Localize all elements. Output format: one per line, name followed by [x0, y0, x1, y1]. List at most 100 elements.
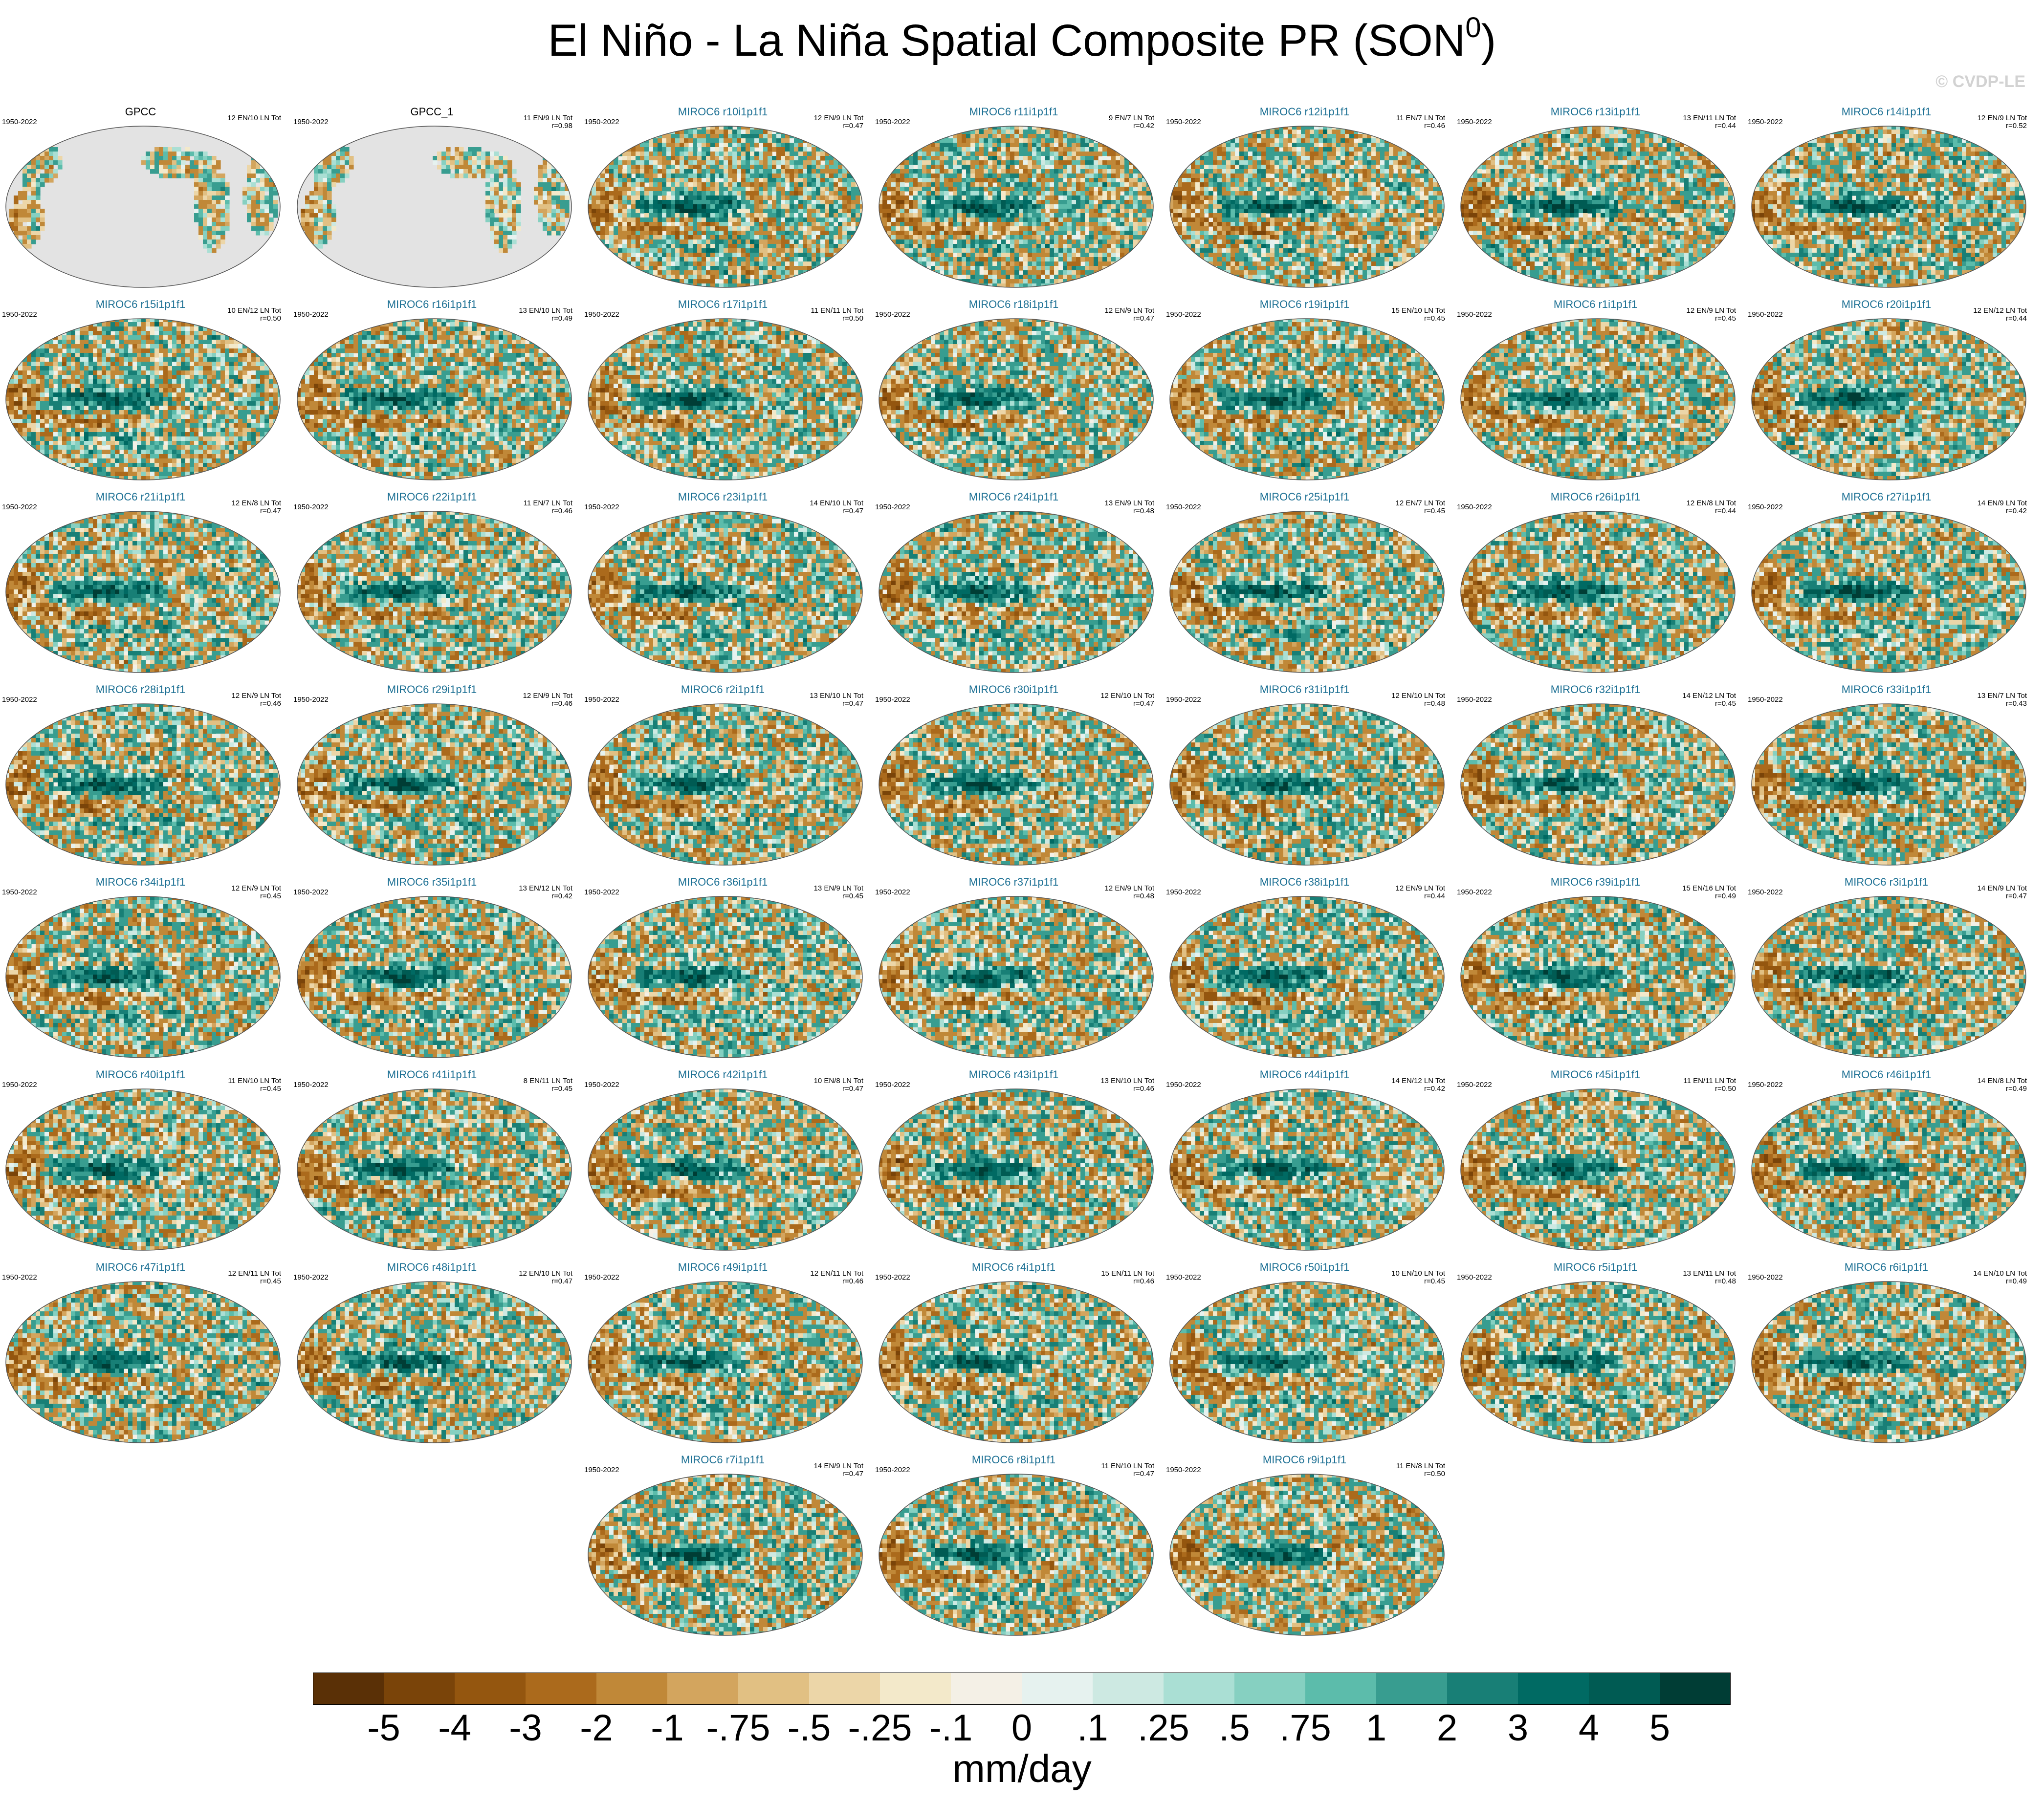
- map-cell: [1133, 226, 1138, 231]
- map-cell: [1138, 217, 1143, 222]
- map-cell: [878, 182, 883, 187]
- map-cell: [975, 187, 980, 192]
- map-cell: [627, 231, 632, 236]
- map-cell: [1036, 182, 1041, 187]
- map-cell: [834, 275, 838, 280]
- map-cell: [1006, 204, 1011, 209]
- map-cell: [785, 257, 790, 262]
- map-cell: [198, 222, 203, 227]
- map-cell: [860, 134, 863, 139]
- map-cell: [203, 178, 208, 183]
- map-cell: [825, 235, 830, 240]
- map-cell: [256, 169, 261, 174]
- map-cell: [1076, 196, 1081, 200]
- map-cell: [992, 169, 997, 174]
- map-cell: [1146, 130, 1151, 134]
- map-cell: [207, 226, 212, 231]
- map-cell: [507, 174, 512, 178]
- map-cell: [776, 283, 781, 288]
- map-cell: [785, 213, 790, 218]
- map-cell: [172, 160, 177, 165]
- map-cell: [671, 261, 676, 266]
- map-cell: [1085, 204, 1090, 209]
- map-cell: [450, 174, 455, 178]
- map-cell: [838, 169, 843, 174]
- map-cell: [759, 204, 764, 209]
- map-cell: [997, 134, 1002, 139]
- map-cell: [485, 165, 490, 170]
- map-cell: [798, 213, 803, 218]
- map-cell: [622, 169, 627, 174]
- map-cell: [697, 257, 702, 262]
- map-cell: [605, 253, 610, 258]
- map-cell: [14, 222, 19, 227]
- map-cell: [345, 174, 350, 178]
- map-cell: [904, 231, 909, 236]
- map-cell: [794, 130, 799, 134]
- map-cell: [662, 270, 667, 275]
- map-cell: [31, 239, 36, 244]
- map-cell: [984, 182, 989, 187]
- map-cell: [816, 165, 821, 170]
- map-cell: [785, 196, 790, 200]
- map-cell: [829, 187, 834, 192]
- map-cell: [790, 204, 794, 209]
- map-cell: [1102, 204, 1107, 209]
- map-cell: [1036, 174, 1041, 178]
- map-cell: [1036, 165, 1041, 170]
- map-cell: [212, 156, 217, 161]
- map-cell: [600, 261, 605, 266]
- map-cell: [957, 235, 962, 240]
- map-cell: [962, 217, 967, 222]
- map-cell: [1116, 213, 1121, 218]
- map-cell: [984, 143, 989, 148]
- map-cell: [14, 196, 19, 200]
- map-cell: [1063, 147, 1068, 152]
- map-cell: [706, 226, 711, 231]
- map-cell: [653, 187, 658, 192]
- map-cell: [812, 222, 816, 227]
- map-cell: [592, 213, 596, 218]
- map-cell: [878, 239, 883, 244]
- map-cell: [1085, 152, 1090, 156]
- map-cell: [948, 231, 953, 236]
- map-cell: [904, 138, 909, 143]
- map-cell: [1098, 182, 1103, 187]
- map-cell: [684, 138, 689, 143]
- map-cell: [499, 169, 504, 174]
- map-cell: [975, 130, 980, 134]
- map-cell: [732, 160, 737, 165]
- map-cell: [820, 217, 825, 222]
- map-cell: [649, 253, 654, 258]
- map-cell: [842, 187, 847, 192]
- map-cell: [860, 231, 863, 236]
- map-cell: [609, 226, 614, 231]
- map-cell: [305, 204, 310, 209]
- map-cell: [984, 231, 989, 236]
- map-cell: [759, 152, 764, 156]
- map-cell: [887, 226, 892, 231]
- map-cell: [900, 134, 905, 139]
- map-cell: [512, 226, 517, 231]
- map-cell: [794, 165, 799, 170]
- map-cell: [327, 187, 332, 192]
- map-cell: [260, 152, 265, 156]
- map-cell: [684, 222, 689, 227]
- map-cell: [31, 187, 36, 192]
- map-cell: [803, 248, 808, 253]
- map-cell: [1006, 213, 1011, 218]
- map-cell: [1080, 138, 1085, 143]
- map-cell: [1058, 239, 1063, 244]
- map-cell: [710, 143, 715, 148]
- map-cell: [935, 213, 940, 218]
- map-cell: [499, 248, 504, 253]
- map-cell: [829, 222, 834, 227]
- map-cell: [1063, 156, 1068, 161]
- map-cell: [1019, 134, 1024, 139]
- map-cell: [979, 204, 984, 209]
- map-cell: [1116, 160, 1121, 165]
- map-cell: [944, 130, 949, 134]
- map-cell: [1058, 160, 1063, 165]
- map-cell: [697, 253, 702, 258]
- map-cell: [512, 169, 517, 174]
